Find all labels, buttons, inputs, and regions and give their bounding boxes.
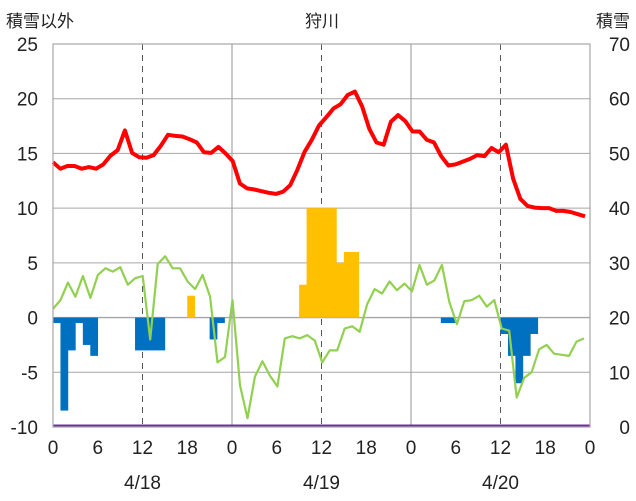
precipitation-bar bbox=[314, 208, 322, 318]
snow-change-bar bbox=[515, 317, 524, 384]
precipitation-bar bbox=[336, 262, 345, 318]
bars bbox=[53, 208, 539, 411]
snow-change-bar bbox=[67, 317, 76, 351]
snow-change-bar bbox=[90, 317, 99, 356]
precipitation-bar bbox=[299, 284, 307, 318]
snow-change-bar bbox=[440, 317, 449, 324]
left-tick-label: 0 bbox=[27, 309, 38, 330]
snow-change-bar bbox=[530, 317, 539, 334]
right-tick-label: 20 bbox=[609, 309, 630, 330]
right-tick-label: 30 bbox=[609, 254, 630, 275]
left-tick-label: -10 bbox=[11, 418, 38, 439]
snow-change-bar bbox=[142, 317, 151, 351]
date-label: 4/19 bbox=[303, 473, 340, 494]
snow-change-bar bbox=[135, 317, 143, 351]
snow-change-bar bbox=[60, 317, 69, 411]
right-tick-label: 0 bbox=[619, 418, 630, 439]
snow-change-bar bbox=[448, 317, 457, 324]
x-tick-label: 18 bbox=[177, 438, 198, 459]
snow-change-bar bbox=[217, 317, 225, 324]
snow_depth-line bbox=[51, 89, 586, 219]
snow-change-bar bbox=[53, 317, 61, 324]
date-label: 4/20 bbox=[482, 473, 519, 494]
snow-change-bar bbox=[500, 317, 509, 334]
snow-change-bar bbox=[149, 317, 158, 351]
right-tick-label: 70 bbox=[609, 35, 630, 56]
x-tick-label: 6 bbox=[92, 438, 103, 459]
snow-change-bar bbox=[157, 317, 166, 351]
snow-change-bar bbox=[522, 317, 531, 356]
x-tick-label: 12 bbox=[132, 438, 153, 459]
right-tick-label: 40 bbox=[609, 199, 630, 220]
right-tick-label: 50 bbox=[609, 144, 630, 165]
x-tick-label: 12 bbox=[490, 438, 511, 459]
right-tick-label: 60 bbox=[609, 90, 630, 111]
left-tick-label: 10 bbox=[17, 199, 38, 220]
x-tick-label: 0 bbox=[227, 438, 238, 459]
chart-title: 狩川 bbox=[305, 12, 339, 31]
left-axis-title: 積雪以外 bbox=[6, 12, 74, 31]
precipitation-bar bbox=[187, 295, 196, 318]
date-label: 4/18 bbox=[124, 473, 161, 494]
right-axis-title: 積雪 bbox=[596, 12, 630, 31]
snow-change-bar bbox=[75, 317, 84, 324]
precipitation-bar bbox=[306, 208, 315, 318]
snow-change-bar bbox=[82, 317, 91, 345]
snow-change-bar bbox=[507, 317, 516, 356]
precipitation-bar bbox=[343, 251, 352, 318]
x-tick-label: 0 bbox=[48, 438, 59, 459]
labels: 積雪以外 狩川 積雪 2520151050-5-1070605040302010… bbox=[6, 12, 630, 494]
left-tick-label: 5 bbox=[27, 254, 38, 275]
temperature-line bbox=[52, 255, 585, 420]
right-tick-label: 10 bbox=[609, 363, 630, 384]
precipitation-bar bbox=[328, 208, 337, 318]
precipitation-bar bbox=[351, 251, 360, 318]
x-tick-label: 18 bbox=[535, 438, 556, 459]
left-tick-label: -5 bbox=[21, 363, 38, 384]
left-tick-label: 25 bbox=[17, 35, 38, 56]
x-tick-label: 0 bbox=[406, 438, 417, 459]
lines bbox=[51, 89, 586, 420]
x-tick-label: 12 bbox=[311, 438, 332, 459]
plot-border bbox=[52, 43, 591, 428]
plot-frame bbox=[52, 43, 591, 428]
x-tick-label: 0 bbox=[585, 438, 596, 459]
x-tick-label: 6 bbox=[450, 438, 461, 459]
x-tick-label: 6 bbox=[271, 438, 282, 459]
left-tick-label: 20 bbox=[17, 90, 38, 111]
precipitation-bar bbox=[321, 208, 330, 318]
left-tick-label: 15 bbox=[17, 144, 38, 165]
x-tick-label: 18 bbox=[356, 438, 377, 459]
